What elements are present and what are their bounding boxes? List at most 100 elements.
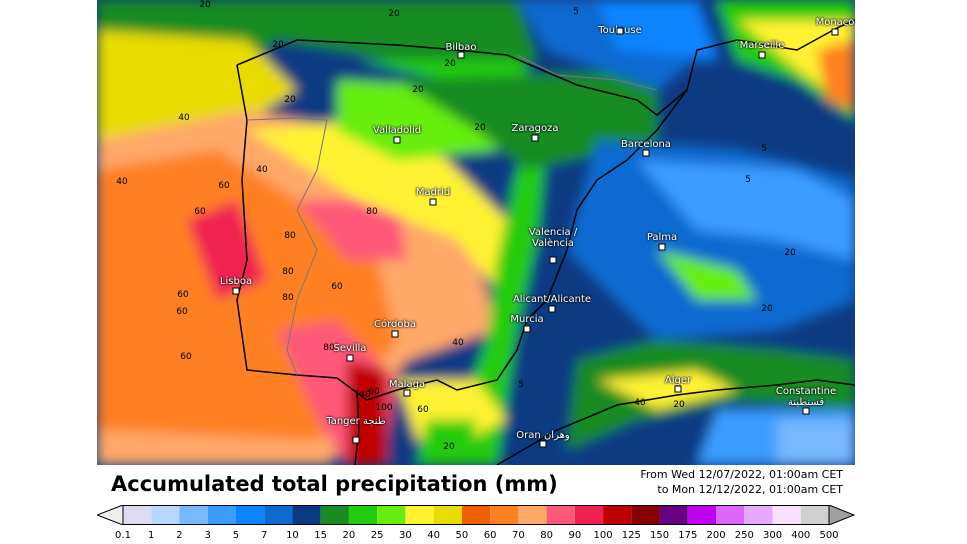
- contour-label: 80: [282, 267, 294, 277]
- legend-swatch: [631, 505, 660, 525]
- contour-label: 60: [194, 207, 206, 217]
- city-marker: [642, 149, 650, 157]
- contour-label: 20: [444, 59, 456, 69]
- legend-tick-label: 90: [568, 530, 582, 541]
- legend-swatch: [179, 505, 208, 525]
- contour-label: 5: [573, 7, 579, 17]
- legend-tick-label: 125: [621, 530, 641, 541]
- legend-tick-label: 250: [734, 530, 754, 541]
- contour-label: 40: [116, 177, 128, 187]
- contour-label: 60: [417, 405, 429, 415]
- city-marker: [352, 436, 360, 444]
- legend-swatch: [348, 505, 378, 525]
- city-label: Palma: [646, 232, 678, 243]
- city-marker: [457, 51, 465, 59]
- legend-swatch: [320, 505, 349, 525]
- legend-tick-label: 10: [286, 530, 299, 541]
- city-marker: [393, 136, 401, 144]
- city-label: Marseille: [739, 40, 785, 51]
- contour-label: 20: [443, 442, 455, 452]
- contour-label: 40: [452, 338, 464, 348]
- legend-swatch: [518, 505, 547, 525]
- legend-under-arrow: [97, 505, 124, 525]
- legend-tick-label: 5: [232, 530, 240, 541]
- legend-swatch: [800, 505, 829, 525]
- legend-swatch: [687, 505, 717, 525]
- city-label: Oran وهران: [516, 430, 570, 441]
- legend-swatch: [659, 505, 688, 525]
- legend-tick-label: 70: [511, 530, 525, 541]
- city-marker: [232, 287, 240, 295]
- city-marker: [531, 134, 539, 142]
- city-label: Tanger طنجة: [326, 416, 386, 427]
- contour-label: 20: [784, 248, 796, 258]
- legend-swatch: [123, 505, 152, 525]
- legend-swatch: [235, 505, 265, 525]
- legend-tick-label: 200: [706, 530, 726, 541]
- city-marker: [616, 27, 624, 35]
- legend-swatch: [461, 505, 491, 525]
- legend-frame: [122, 505, 830, 525]
- precipitation-field: [97, 0, 855, 465]
- city-label: Constantine قسنطينة: [775, 386, 837, 408]
- contour-label: 20: [761, 304, 773, 314]
- legend-swatch: [574, 505, 604, 525]
- legend-swatch: [433, 505, 462, 525]
- city-label: Valencia / València: [528, 227, 578, 249]
- city-label: Monaco: [815, 17, 855, 28]
- legend-tick-label: 1: [148, 530, 155, 541]
- contour-label: 40: [178, 113, 190, 123]
- legend-swatch: [603, 505, 632, 525]
- city-label: Malaga: [388, 379, 426, 390]
- legend-tick-label: 25: [370, 530, 384, 541]
- legend-tick-label: 100: [593, 530, 613, 541]
- city-marker: [403, 389, 411, 397]
- contour-label: 20: [673, 400, 685, 410]
- city-marker: [658, 243, 666, 251]
- contour-label: 60: [331, 282, 343, 292]
- city-label: Alicant/Alicante: [512, 294, 592, 305]
- contour-label: 5: [518, 380, 524, 390]
- contour-label: 60: [180, 352, 192, 362]
- contour-label: 80: [284, 231, 296, 241]
- legend-swatch: [264, 505, 293, 525]
- city-marker: [523, 325, 531, 333]
- borders: [246, 54, 658, 376]
- city-label: Bilbao: [445, 42, 477, 53]
- city-marker: [831, 28, 839, 36]
- legend-tick-label: 30: [399, 530, 412, 541]
- contour-label: 20: [412, 85, 424, 95]
- city-marker: [549, 256, 557, 264]
- legend-swatch: [490, 505, 519, 525]
- contour-label: 20: [388, 9, 400, 19]
- contour-label: 20: [199, 0, 211, 10]
- city-marker: [539, 440, 547, 448]
- legend-swatch: [405, 505, 434, 525]
- legend-tick-label: 3: [204, 530, 211, 541]
- contour-label: 5: [745, 175, 751, 185]
- city-marker: [429, 198, 437, 206]
- legend-tick-label: 300: [762, 530, 783, 541]
- contour-label: 60: [177, 290, 189, 300]
- city-label: Córdoba: [374, 319, 416, 330]
- legend-swatch: [744, 505, 773, 525]
- contour-label: 20: [272, 40, 284, 50]
- contour-label: 40: [256, 165, 268, 175]
- legend-tick-label: 20: [342, 530, 356, 541]
- city-marker: [548, 305, 556, 313]
- precipitation-map[interactable]: [97, 0, 855, 465]
- city-marker: [802, 407, 810, 415]
- legend-swatch: [207, 505, 236, 525]
- legend-tick-label: 15: [314, 530, 328, 541]
- contour-label: 40: [359, 390, 371, 400]
- legend-tick-label: 7: [261, 530, 268, 541]
- city-marker: [391, 330, 399, 338]
- city-label: Murcia: [510, 314, 544, 325]
- map-title: Accumulated total precipitation (mm): [111, 472, 558, 496]
- legend-tick-label: 400: [791, 530, 811, 541]
- legend-swatch: [772, 505, 801, 525]
- city-marker: [758, 51, 766, 59]
- legend-tick-label: 150: [650, 530, 670, 541]
- contour-label: 60: [176, 307, 188, 317]
- contour-label: 5: [761, 144, 767, 154]
